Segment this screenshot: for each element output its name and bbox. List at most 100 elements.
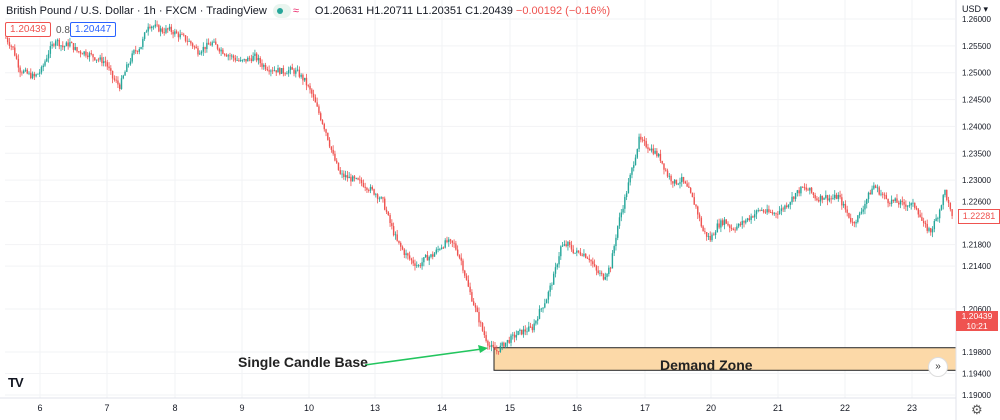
candle-body — [200, 51, 203, 54]
candle-body — [343, 173, 345, 178]
candle-body — [414, 263, 416, 266]
candle-body — [92, 54, 94, 58]
candle-body — [586, 257, 589, 259]
candle-body — [697, 206, 699, 215]
candle-body — [634, 157, 637, 166]
candle-body — [908, 205, 911, 206]
candle-body — [439, 248, 441, 250]
candle-body — [810, 187, 813, 193]
y-tick-label: 1.21800 — [962, 241, 991, 250]
candle-body — [209, 44, 212, 46]
wave-icon[interactable]: ≈ — [292, 5, 299, 17]
candle-body — [940, 205, 943, 210]
candle-body — [255, 53, 258, 61]
candle-body — [156, 24, 158, 26]
candle-body — [65, 42, 68, 47]
candle-body — [5, 37, 7, 39]
scroll-to-realtime-button[interactable]: » — [928, 357, 948, 377]
candle-body — [412, 260, 414, 264]
candle-body — [296, 69, 299, 71]
candle-body — [928, 228, 930, 231]
candle-body — [673, 179, 676, 184]
market-status-icon[interactable] — [272, 4, 291, 18]
candle-body — [547, 291, 550, 300]
candle-body — [944, 189, 946, 196]
x-tick-label: 16 — [572, 403, 582, 413]
y-tick-label: 1.23000 — [962, 176, 991, 185]
annotation-arrow — [364, 345, 488, 366]
y-tick-label: 1.21400 — [962, 262, 991, 271]
candle-body — [769, 212, 772, 213]
candle-body — [492, 344, 494, 347]
y-tick-label: 1.25000 — [962, 69, 991, 78]
candle-body — [263, 65, 265, 67]
candle-body — [318, 106, 320, 114]
candle-body — [252, 55, 254, 62]
x-tick-label: 6 — [37, 403, 42, 413]
y-tick-label: 1.23500 — [962, 149, 991, 158]
candle-body — [780, 208, 783, 211]
candle-body — [337, 162, 340, 171]
candle-body — [494, 346, 496, 350]
symbol-title[interactable]: British Pound / U.S. Dollar · 1h · FXCM … — [6, 5, 267, 17]
candle-body — [305, 77, 308, 86]
candle-body — [720, 220, 722, 228]
candle-body — [227, 55, 229, 57]
candle-body — [38, 72, 41, 74]
candle-body — [485, 335, 487, 341]
currency-selector[interactable]: USD ▾ — [962, 4, 989, 14]
candle-body — [478, 311, 480, 323]
candle-body — [279, 68, 281, 74]
candle-body — [424, 254, 427, 258]
candle-body — [512, 334, 514, 336]
candle-body — [526, 331, 528, 333]
candle-body — [834, 194, 836, 199]
candle-body — [807, 189, 809, 191]
candle-body — [364, 186, 366, 188]
candle-body — [289, 67, 292, 71]
candle-body — [800, 186, 802, 194]
candle-body — [229, 55, 231, 57]
ohlc-values: O1.20631 H1.20711 L1.20351 C1.20439 −0.0… — [314, 5, 611, 17]
candle-body — [19, 67, 21, 73]
candle-body — [946, 189, 948, 200]
gear-icon[interactable]: ⚙ — [971, 402, 983, 417]
candle-body — [599, 272, 601, 274]
candle-body — [6, 37, 9, 43]
candle-body — [133, 50, 135, 54]
candle-body — [883, 194, 886, 196]
candle-body — [707, 236, 710, 237]
candle-body — [718, 223, 720, 228]
buy-price-button[interactable]: 1.20447 — [70, 22, 117, 37]
candle-body — [250, 58, 253, 62]
candle-body — [919, 214, 921, 218]
candle-body — [487, 340, 489, 346]
candle-body — [558, 256, 560, 265]
arrow-line — [364, 348, 483, 366]
candle-body — [216, 44, 219, 49]
sell-price-button[interactable]: 1.20439 — [5, 22, 52, 37]
candle-body — [175, 31, 178, 34]
candle-body — [140, 46, 142, 50]
candle-body — [202, 46, 205, 52]
candle-body — [464, 270, 466, 276]
candle-body — [823, 197, 825, 200]
candle-body — [561, 245, 564, 247]
candle-body — [222, 49, 224, 54]
candle-body — [17, 58, 20, 68]
candle-body — [323, 124, 325, 130]
candle-body — [293, 69, 295, 74]
x-tick-label: 14 — [437, 403, 447, 413]
tradingview-logo-icon[interactable]: TV — [8, 375, 24, 390]
candle-body — [654, 150, 656, 154]
candle-body — [524, 329, 526, 332]
candle-body — [111, 70, 114, 79]
candle-body — [455, 243, 457, 250]
candle-body — [49, 46, 52, 54]
candle-body — [42, 65, 44, 68]
candle-body — [864, 203, 866, 210]
candle-body — [384, 198, 386, 210]
candle-body — [488, 345, 491, 347]
candle-body — [129, 61, 132, 65]
